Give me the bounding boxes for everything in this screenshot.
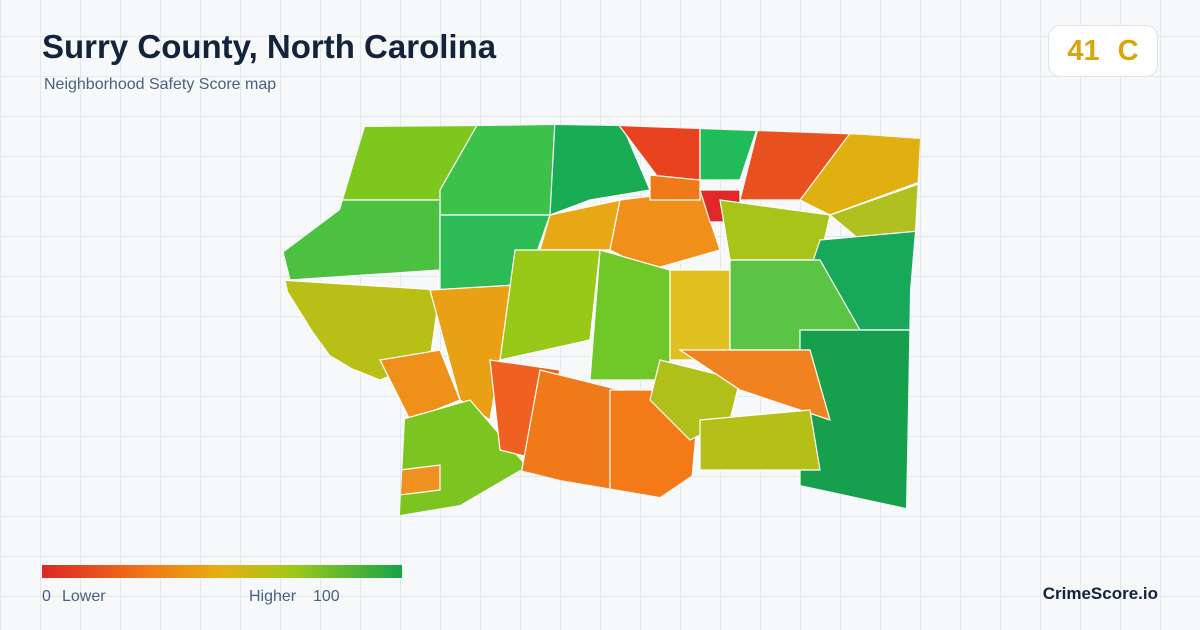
legend-min-label: Lower <box>62 588 106 605</box>
brand: CrimeScore.io <box>1042 584 1158 603</box>
legend-max: 100 <box>313 588 340 605</box>
legend-gradient <box>42 565 402 578</box>
legend-max-label: Higher <box>249 588 297 605</box>
map-regions <box>280 125 920 515</box>
title: Surry County, North Carolina <box>42 28 497 65</box>
score-badge: 41 C <box>1048 25 1158 77</box>
score-value: 41 <box>1067 34 1100 67</box>
legend-min: 0 <box>42 588 51 605</box>
score-grade: C <box>1117 34 1139 67</box>
subtitle: Neighborhood Safety Score map <box>44 76 277 93</box>
